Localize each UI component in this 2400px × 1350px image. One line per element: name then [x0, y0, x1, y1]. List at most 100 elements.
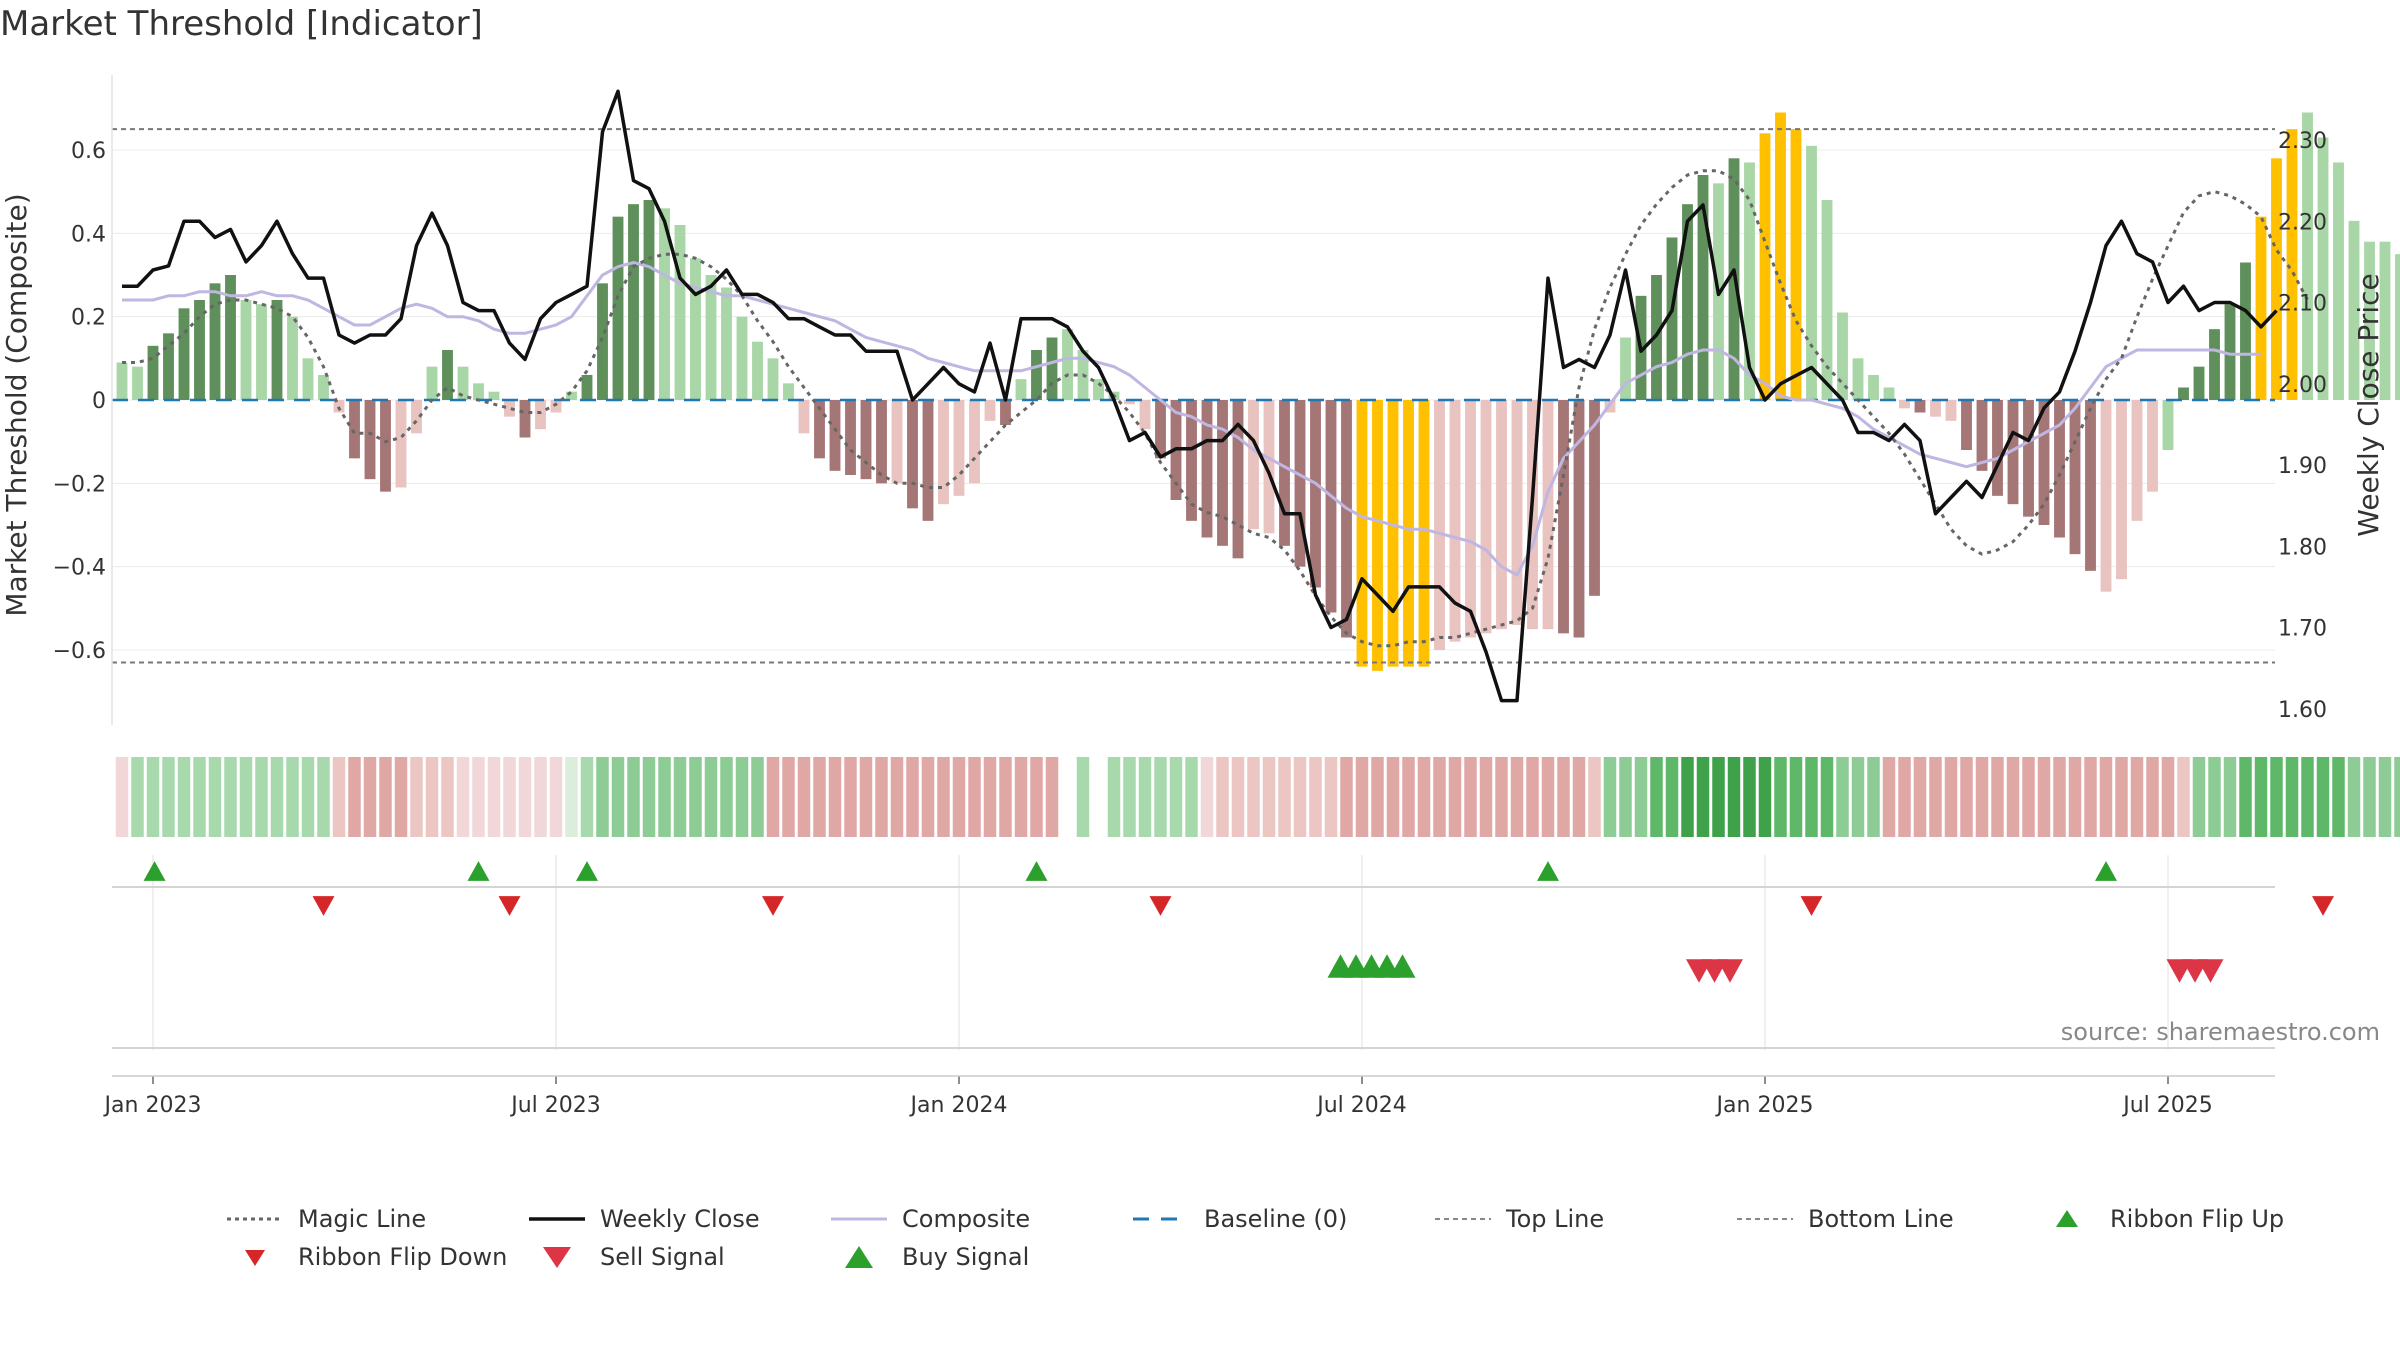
- composite-bar: [2193, 366, 2205, 400]
- x-tick-label: Jan 2024: [909, 1093, 1008, 1118]
- magic-line: [122, 169, 2309, 648]
- legend-swatch-icon: [522, 1207, 592, 1231]
- ribbon-cell: [642, 757, 656, 837]
- ribbon-flip-down-marker: [312, 896, 335, 916]
- ribbon-cell: [1557, 757, 1570, 837]
- ribbon-cell: [797, 757, 811, 837]
- ribbon-cell: [1991, 757, 2004, 837]
- ribbon-flip-up-marker: [143, 861, 166, 881]
- ribbon-cell: [2239, 757, 2252, 837]
- ribbon-cell: [1371, 757, 1384, 837]
- composite-bar: [1155, 400, 1166, 459]
- composite-bar: [2240, 262, 2251, 400]
- ribbon-cell: [627, 757, 640, 837]
- ribbon-cell: [1634, 757, 1648, 837]
- ribbon-cell: [828, 757, 842, 837]
- legend-swatch-icon: [2032, 1207, 2102, 1231]
- composite-bar: [876, 400, 887, 484]
- ribbon-strip: [115, 757, 2400, 837]
- ribbon-cell: [2084, 757, 2097, 837]
- composite-bar: [1837, 312, 1848, 400]
- ribbon-cell: [1774, 757, 1787, 837]
- ribbon-cell: [704, 757, 718, 837]
- ribbon-cell: [1572, 757, 1586, 837]
- ribbon-cell: [1355, 757, 1369, 837]
- composite-bar: [442, 350, 453, 400]
- composite-bar: [1294, 400, 1306, 567]
- ribbon-cell: [1603, 757, 1617, 837]
- ribbon-cell: [999, 757, 1012, 837]
- sell-signal-marker: [2197, 959, 2224, 983]
- composite-bar: [349, 400, 360, 459]
- y-axis-label: Market Threshold (Composite): [0, 193, 33, 616]
- ribbon-flip-up-marker: [467, 861, 490, 881]
- composite-bar: [364, 400, 376, 480]
- composite-bar: [1093, 379, 1104, 400]
- ribbon-cell: [906, 757, 919, 837]
- legend-label: Composite: [902, 1205, 1031, 1233]
- ribbon-cell: [1417, 757, 1431, 837]
- ribbon-cell: [379, 757, 392, 837]
- composite-bar: [674, 225, 686, 400]
- ribbon-cell: [1231, 757, 1245, 837]
- composite-bar: [2348, 220, 2360, 400]
- composite-bar: [984, 400, 996, 421]
- composite-bar: [550, 400, 562, 413]
- composite-bar: [2286, 129, 2298, 400]
- ribbon-cell: [673, 757, 687, 837]
- composite-bar: [1465, 400, 1476, 638]
- composite-bar: [1248, 400, 1259, 530]
- ribbon-cell: [115, 757, 129, 837]
- composite-bar: [1186, 400, 1197, 521]
- composite-bar: [1434, 400, 1445, 650]
- ribbon-cell: [518, 757, 532, 837]
- ribbon-flip-down-marker: [1800, 896, 1823, 916]
- composite-bar: [2069, 400, 2081, 555]
- page-title: Market Threshold [Indicator]: [0, 4, 483, 44]
- ribbon-cell: [472, 757, 485, 837]
- ribbon-cell: [255, 757, 268, 837]
- ribbon-cell: [2161, 757, 2175, 837]
- composite-bar: [1558, 400, 1569, 634]
- ribbon-cell: [162, 757, 175, 837]
- composite-bar: [426, 366, 438, 400]
- composite-bar: [147, 345, 159, 400]
- ribbon-cell: [751, 757, 764, 837]
- ribbon-cell: [1758, 757, 1772, 837]
- composite-bar: [2023, 400, 2034, 517]
- composite-bar: [659, 208, 670, 400]
- ribbon-cell: [1960, 757, 1973, 837]
- composite-bar: [2007, 400, 2019, 505]
- composite-bar: [1015, 379, 1027, 400]
- composite-bar: [566, 391, 577, 400]
- y-tick-label: −0.6: [53, 639, 106, 664]
- composite-bar: [1852, 358, 1864, 400]
- ribbon-cell: [596, 757, 609, 837]
- ribbon-cell: [441, 757, 454, 837]
- ribbon-cell: [487, 757, 501, 837]
- composite-bar: [1201, 400, 1213, 538]
- ribbon-cell: [224, 757, 237, 837]
- composite-bar: [1217, 400, 1228, 546]
- ribbon-cell: [658, 757, 671, 837]
- legend-swatch-icon: [824, 1207, 894, 1231]
- composite-bar: [194, 300, 205, 400]
- composite-bar: [860, 400, 872, 480]
- ribbon-flip-up-marker: [1537, 861, 1559, 881]
- ribbon-cell: [1479, 757, 1493, 837]
- ribbon-cell: [2099, 757, 2113, 837]
- ribbon-cell: [2301, 757, 2314, 837]
- ribbon-cell: [1882, 757, 1896, 837]
- ribbon-cell: [1650, 757, 1663, 837]
- ribbon-cell: [611, 757, 625, 837]
- composite-bar: [2333, 162, 2344, 400]
- composite-bar: [1542, 400, 1554, 630]
- ribbon-cell: [1030, 757, 1043, 837]
- composite-bar: [736, 316, 748, 400]
- ribbon-cell: [1076, 757, 1090, 837]
- ribbon-cell: [301, 757, 315, 837]
- x-tick-label: Jul 2023: [509, 1093, 601, 1118]
- composite-bar: [845, 400, 856, 475]
- composite-bar: [2395, 254, 2400, 400]
- ribbon-cell: [1247, 757, 1260, 837]
